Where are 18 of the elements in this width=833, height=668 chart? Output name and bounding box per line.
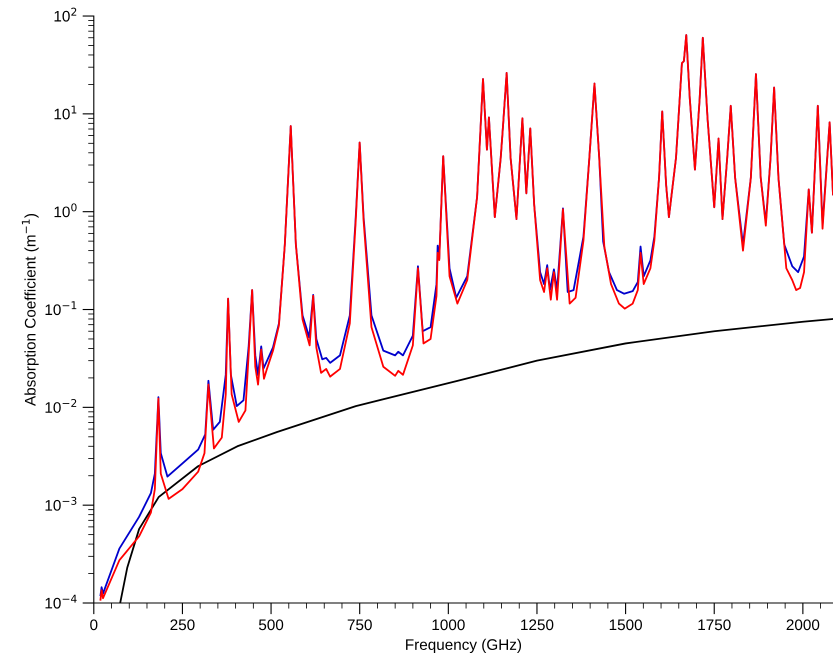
x-tick-label: 2000 <box>786 619 820 630</box>
y-tick-label: 10$^{−1}$ <box>46 301 76 316</box>
y-tick-label: 10$^{1}$ <box>54 106 76 120</box>
y-tick-label: 10$^{0}$ <box>54 203 77 218</box>
x-axis-title: Frequency (GHz) <box>406 638 522 654</box>
x-tick-label: 1500 <box>610 619 642 630</box>
y-tick-label: 10$^{2}$ <box>54 8 76 22</box>
y-tick-label: 10$^{−3}$ <box>46 496 76 511</box>
x-tick-label: 1000 <box>432 619 465 630</box>
y-axis-title: Absorption Coefficient (m$^{−1}$) <box>22 214 39 406</box>
x-tick-label: 1750 <box>698 619 731 630</box>
x-tick-label: 750 <box>348 619 372 630</box>
y-tick-label: 10$^{−2}$ <box>46 398 76 413</box>
x-tick-label: 0 <box>90 619 98 630</box>
x-tick-label: 1250 <box>521 619 554 630</box>
y-tick-label: 10$^{−4}$ <box>46 594 77 609</box>
x-tick-label: 500 <box>258 619 284 630</box>
x-tick-label: 250 <box>170 619 195 630</box>
